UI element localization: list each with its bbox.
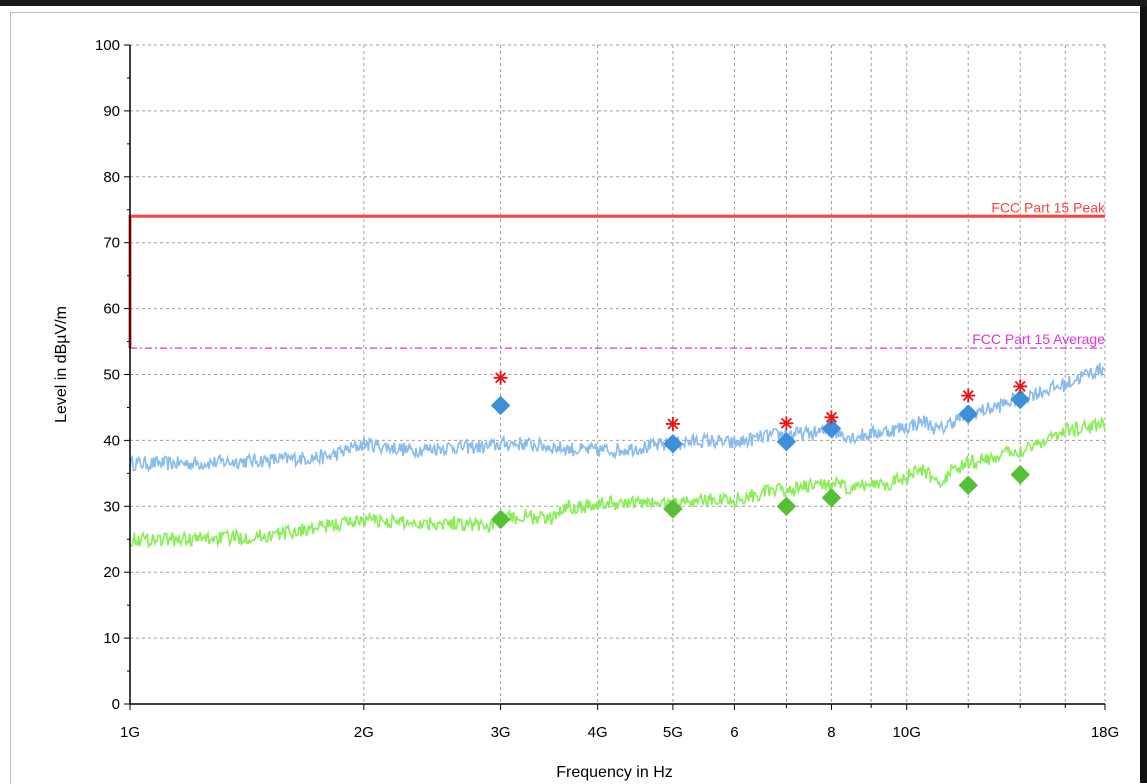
- average-marker: [1010, 464, 1030, 485]
- peak-marker: [821, 418, 842, 439]
- peak-star-marker: [824, 410, 839, 425]
- x-tick-label: 8: [827, 724, 835, 741]
- star-stroke: [825, 411, 837, 423]
- peak-marker: [776, 432, 797, 452]
- peak-marker: [663, 433, 683, 454]
- x-tick-label: 6: [730, 724, 738, 741]
- x-tick-label: 10G: [893, 724, 921, 741]
- average-limit-label: FCC Part 15 Average: [972, 331, 1105, 347]
- y-tick-label: 0: [112, 696, 120, 713]
- axis-labels: 0 10 20 30 40 50 60 70 80 90 100 1G 2G 3G 4G 5G 6 8 10G 18G…: [53, 37, 1119, 781]
- x-tick-label: 5G: [663, 724, 683, 741]
- peak-star-marker: [493, 370, 508, 385]
- peak-star-marker: [1013, 379, 1028, 394]
- y-tick-label: 10: [103, 630, 120, 647]
- peak-limit-line: [128, 214, 1105, 349]
- average-marker: [663, 499, 683, 519]
- x-tick-label: 4G: [588, 724, 608, 741]
- peak-marker: [490, 395, 511, 416]
- y-axis-title: Level in dBµV/m: [53, 306, 70, 423]
- axes: [124, 44, 1106, 710]
- markers: [490, 370, 1030, 530]
- average-trace: [129, 415, 1106, 550]
- y-tick-label: 90: [103, 103, 120, 120]
- star-stroke: [667, 418, 679, 430]
- peak-marker: [958, 404, 978, 424]
- y-tick-label: 20: [103, 564, 120, 581]
- x-tick-label: 3G: [491, 724, 511, 741]
- peak-star-marker: [961, 388, 976, 403]
- peak-trace: [129, 362, 1106, 474]
- peak-star-marker: [779, 416, 794, 431]
- window-top-border: [0, 0, 1147, 6]
- y-tick-label: 60: [103, 301, 120, 318]
- average-marker: [821, 488, 842, 508]
- x-tick-label: 1G: [120, 724, 140, 741]
- peak-limit-label: FCC Part 15 Peak: [991, 199, 1106, 215]
- y-tick-label: 30: [103, 498, 120, 515]
- star-stroke: [780, 417, 792, 429]
- window-right-border: [1140, 6, 1147, 783]
- y-tick-label: 50: [103, 367, 120, 384]
- x-tick-label: 18G: [1091, 724, 1119, 741]
- x-axis-title: Frequency in Hz: [556, 764, 673, 781]
- average-marker: [490, 509, 511, 530]
- y-tick-label: 100: [95, 37, 120, 54]
- limit-lines: [128, 214, 1105, 349]
- y-tick-label: 70: [103, 235, 120, 252]
- star-stroke: [1014, 380, 1026, 392]
- trace-lines: [129, 362, 1106, 550]
- average-marker: [776, 496, 797, 517]
- x-tick-label: 2G: [354, 724, 374, 741]
- star-stroke: [495, 372, 507, 384]
- chart-frame: [10, 12, 1139, 784]
- grid: [130, 44, 1106, 704]
- y-tick-label: 80: [103, 169, 120, 186]
- average-marker: [958, 475, 978, 495]
- peak-star-marker: [665, 416, 680, 431]
- y-tick-label: 40: [103, 432, 120, 449]
- peak-marker: [1010, 389, 1030, 410]
- star-stroke: [962, 390, 974, 402]
